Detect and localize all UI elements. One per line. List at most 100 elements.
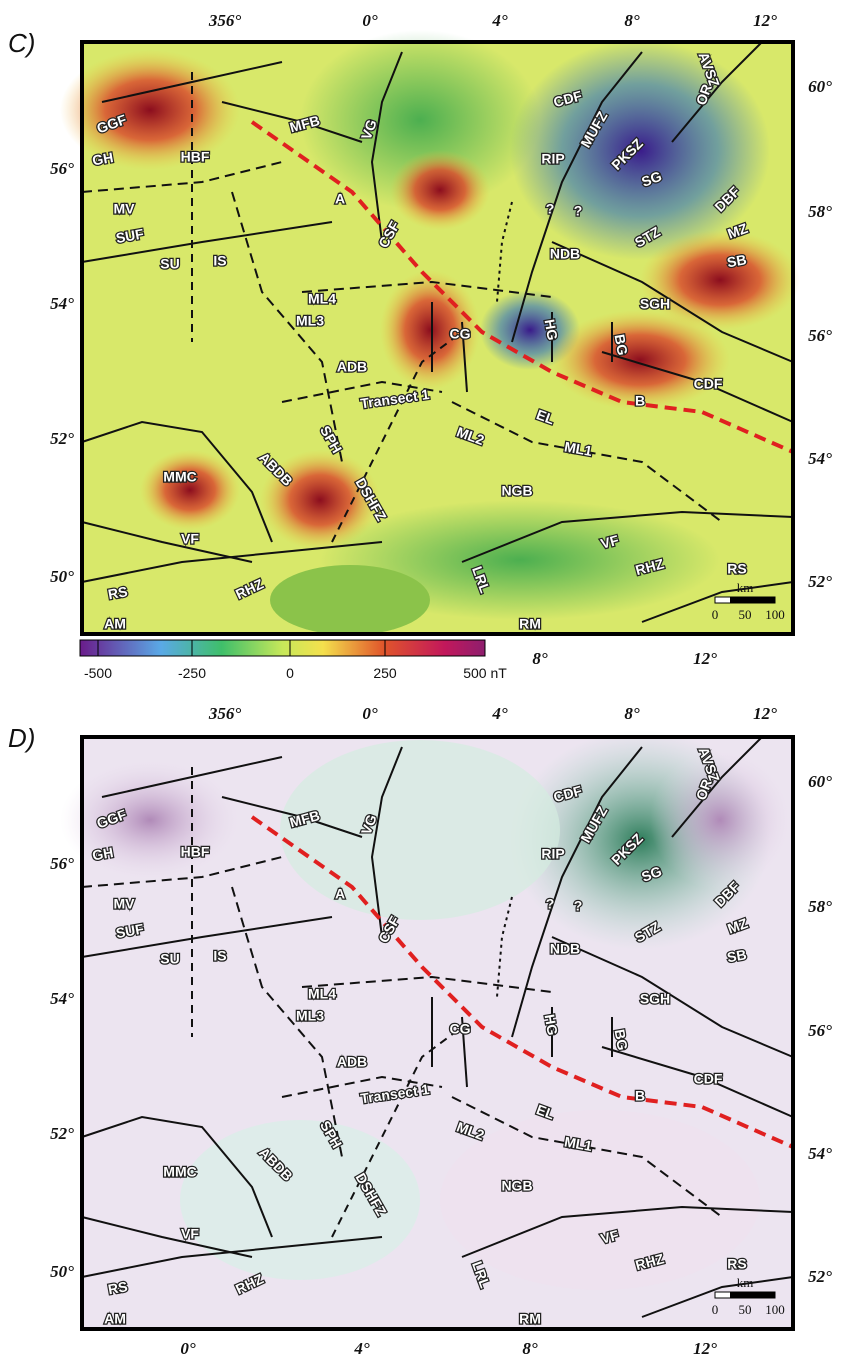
bottom-axis-label: 8° (532, 649, 548, 668)
feature-label: MV (114, 201, 136, 217)
bottom-axis-label: 12° (693, 1339, 717, 1358)
feature-label: B (635, 393, 645, 409)
feature-label: SGH (640, 991, 670, 1007)
colorbar-label: 250 (373, 665, 397, 681)
feature-label: B (635, 1088, 645, 1104)
figure: C) 356° 0° 4° 8° 12° 60° 58° 56° 54° 52° 56° 54° 52° 5… (0, 0, 845, 1363)
top-axis-label: 4° (491, 11, 508, 30)
colorbar-label: 500 nT (463, 665, 507, 681)
feature-label: VF (181, 1226, 199, 1242)
feature-label: RS (727, 1256, 746, 1272)
bottom-axis-label: 4° (353, 1339, 370, 1358)
feature-label: RS (107, 583, 129, 602)
scale-bar-label: 50 (739, 607, 752, 622)
scale-bar-segment (730, 597, 745, 603)
left-axis-label: 52° (50, 429, 74, 448)
right-axis-label: 60° (808, 77, 832, 96)
feature-label: A (335, 191, 345, 207)
scale-bar-label: 100 (765, 607, 785, 622)
right-axis-label: 54° (808, 449, 832, 468)
feature-label: IS (213, 253, 226, 269)
feature-label: MV (114, 896, 136, 912)
feature-label: ML4 (308, 291, 336, 307)
feature-label: ? (546, 896, 555, 912)
right-axis-label: 56° (808, 1021, 832, 1040)
feature-label: RS (107, 1278, 129, 1297)
top-axis-label: 8° (624, 11, 640, 30)
feature-label: CG (450, 326, 471, 342)
bottom-axis-label: 12° (693, 649, 717, 668)
top-axis-label: 356° (208, 704, 242, 723)
feature-label: NDB (550, 246, 580, 262)
feature-label: RM (519, 616, 541, 632)
feature-label: SU (160, 951, 179, 967)
feature-label: CG (450, 1021, 471, 1037)
feature-label: AM (104, 616, 126, 632)
feature-label: ? (574, 898, 583, 914)
feature-label: RIP (541, 846, 564, 862)
feature-label: VF (181, 531, 199, 547)
left-axis-label: 50° (50, 1262, 74, 1281)
colorbar-label: -500 (84, 665, 112, 681)
scale-bar-label: 50 (739, 1302, 752, 1317)
feature-label: NDB (550, 941, 580, 957)
scale-bar-segment (745, 1292, 775, 1298)
feature-label: SB (726, 251, 748, 270)
panel-label: C) (8, 28, 35, 58)
feature-label: RM (519, 1311, 541, 1327)
feature-label: CDF (694, 1071, 723, 1087)
colorbar (80, 640, 485, 656)
feature-label: MMC (163, 469, 196, 485)
left-axis-label: 54° (50, 989, 74, 1008)
feature-label: CDF (694, 376, 723, 392)
right-axis-label: 56° (808, 326, 832, 345)
feature-label: IS (213, 948, 226, 964)
feature-label: ? (574, 203, 583, 219)
scale-bar-segment (745, 597, 775, 603)
left-axis-label: 52° (50, 1124, 74, 1143)
panel-d (60, 730, 793, 1329)
feature-label: SGH (640, 296, 670, 312)
panel-c (60, 30, 800, 656)
feature-label: AM (104, 1311, 126, 1327)
feature-label: SU (160, 256, 179, 272)
feature-label: NGB (501, 1178, 532, 1194)
feature-label: RS (727, 561, 746, 577)
top-axis-label: 8° (624, 704, 640, 723)
top-axis-label: 12° (753, 704, 777, 723)
left-axis-label: 54° (50, 294, 74, 313)
bottom-axis-label: 0° (180, 1339, 196, 1358)
right-axis-label: 60° (808, 772, 832, 791)
left-axis-label: 50° (50, 567, 74, 586)
scale-bar-label: 0 (712, 607, 719, 622)
right-axis-label: 52° (808, 1267, 832, 1286)
colorbar-label: -250 (178, 665, 206, 681)
right-axis-label: 58° (808, 897, 832, 916)
scale-bar-title: km (737, 580, 754, 595)
right-axis-label: 54° (808, 1144, 832, 1163)
feature-label: HBF (181, 149, 210, 165)
feature-label: HBF (181, 844, 210, 860)
feature-label: ? (546, 201, 555, 217)
top-axis-label: 0° (362, 11, 378, 30)
top-axis-label: 356° (208, 11, 242, 30)
feature-label: ML3 (296, 313, 324, 329)
left-axis-label: 56° (50, 854, 74, 873)
right-axis-label: 58° (808, 202, 832, 221)
scale-bar-label: 0 (712, 1302, 719, 1317)
scale-bar-title: km (737, 1275, 754, 1290)
scale-bar-label: 100 (765, 1302, 785, 1317)
bottom-axis-label: 8° (522, 1339, 538, 1358)
feature-label: ADB (337, 359, 367, 375)
top-axis-label: 0° (362, 704, 378, 723)
scale-bar-segment (730, 1292, 745, 1298)
feature-label: SB (726, 946, 748, 965)
top-axis-label: 4° (491, 704, 508, 723)
feature-label: MMC (163, 1164, 196, 1180)
feature-label: A (335, 886, 345, 902)
top-axis-label: 12° (753, 11, 777, 30)
left-axis-label: 56° (50, 159, 74, 178)
feature-label: NGB (501, 483, 532, 499)
feature-label: ADB (337, 1054, 367, 1070)
right-axis-label: 52° (808, 572, 832, 591)
